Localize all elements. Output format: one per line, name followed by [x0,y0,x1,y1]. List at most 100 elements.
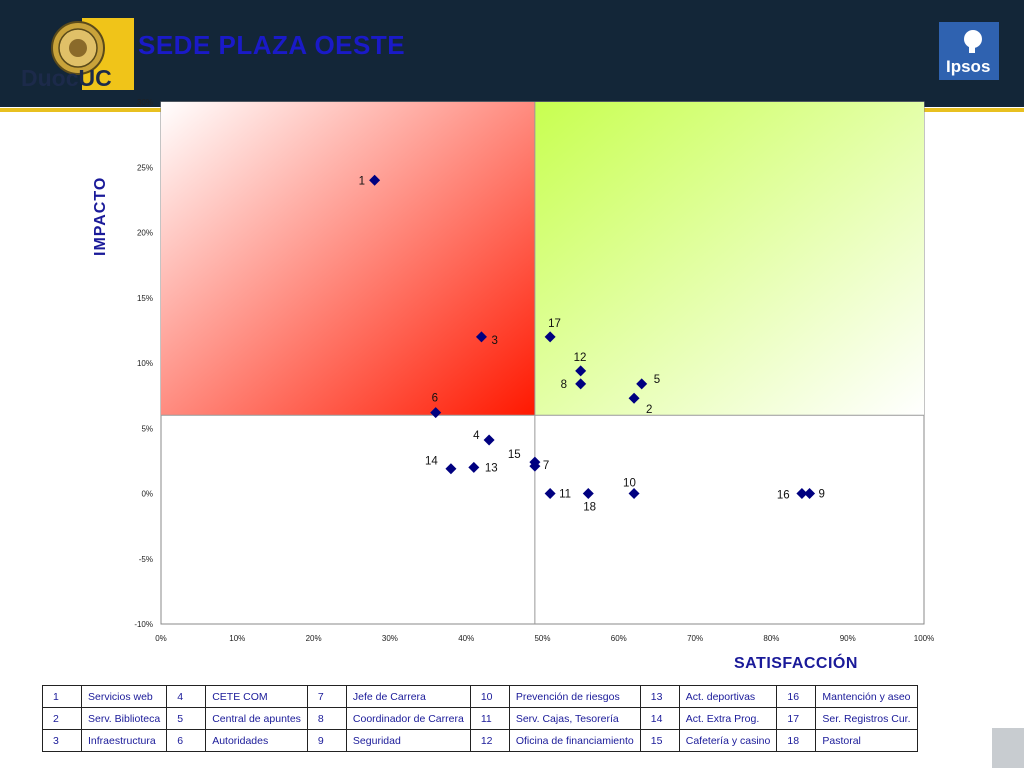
legend-item-name: Prevención de riesgos [508,685,641,708]
header-bar [0,0,1024,107]
point-label-7: 7 [543,460,549,472]
legend-table: 1 Servicios web 4 CETE COM 7 Jefe de Carrera 1… [42,685,918,752]
point-marker-16 [796,488,808,499]
legend-number: 7 [306,685,347,708]
legend-number: 15 [639,729,680,752]
x-tick-label: 20% [306,634,322,643]
legend-number: 4 [166,685,207,708]
point-label-13: 13 [485,462,498,474]
legend-number: 2 [42,707,82,730]
legend-item-name: CETE COM [205,685,308,708]
point-label-18: 18 [583,502,596,514]
point-label-10: 10 [623,478,636,490]
x-axis-label: SATISFACCIÓN [734,655,858,672]
point-marker-9 [804,488,816,499]
legend-item-name: Act. Extra Prog. [678,707,778,730]
legend-number: 16 [776,685,817,708]
legend-number: 10 [469,685,510,708]
point-marker-17 [544,331,556,343]
corner-decoration [992,728,1024,768]
legend-item-name: Ser. Registros Cur. [815,707,918,730]
point-label-15: 15 [508,449,521,461]
x-axis-ticks: 0% 10% 20% 30% 40% 50% 60% 70% 80% 90% 100% [155,634,934,643]
legend-item-name: Central de apuntes [205,707,308,730]
point-label-11: 11 [559,489,571,501]
point-marker-13 [468,461,480,473]
legend-row: 2 Serv. Biblioteca 5 Central de apuntes 8 Coo… [42,707,918,730]
duoc-logo-text: DuocUC [21,65,112,90]
y-tick-label: 15% [137,294,153,303]
point-label-12: 12 [574,352,587,364]
x-tick-label: 50% [534,634,550,643]
legend-number: 6 [166,729,207,752]
legend-item-name: Oficina de financiamiento [508,729,641,752]
legend-number: 3 [42,729,82,752]
point-label-9: 9 [819,489,825,501]
legend-item-name: Serv. Biblioteca [80,707,168,730]
page-title: SEDE PLAZA OESTE [138,30,406,60]
legend-row: 1 Servicios web 4 CETE COM 7 Jefe de Carrera 1… [42,685,918,708]
legend-item-name: Seguridad [345,729,471,752]
point-marker-11 [544,488,556,499]
point-marker-4 [483,434,495,446]
quadrant-low-satisfaction-high-impact [161,102,535,416]
x-tick-label: 0% [155,634,167,643]
x-tick-label: 80% [763,634,779,643]
legend-number: 14 [639,707,680,730]
y-tick-label: 5% [141,424,153,433]
legend-item-name: Coordinador de Carrera [345,707,471,730]
y-tick-label: 0% [141,490,153,499]
legend-item-name: Cafetería y casino [678,729,778,752]
legend-item-name: Mantención y aseo [815,685,918,708]
legend-number: 17 [776,707,817,730]
y-tick-label: 10% [137,359,153,368]
point-label-8: 8 [561,379,567,391]
point-label-6: 6 [432,393,438,405]
point-label-4: 4 [473,430,480,442]
y-axis-ticks: -10% -5% 0% 5% 10% 15% 20% 25% 30% [134,98,153,629]
point-label-17: 17 [548,318,561,330]
y-tick-label: 30% [137,98,153,107]
point-marker-1 [369,174,381,186]
legend-item-name: Infraestructura [80,729,168,752]
point-marker-2 [628,392,640,404]
x-tick-label: 30% [382,634,398,643]
quadrant-high-satisfaction-high-impact [534,102,924,416]
x-tick-label: 10% [229,634,245,643]
point-label-3: 3 [491,335,497,347]
ipsos-logo-text: Ipsos [946,57,990,76]
legend-item-name: Autoridades [205,729,308,752]
legend-number: 1 [42,685,82,708]
x-tick-label: 100% [914,634,934,643]
y-tick-label: 20% [137,229,153,238]
legend-item-name: Serv. Cajas, Tesorería [508,707,641,730]
point-label-2: 2 [646,404,652,416]
y-tick-label: -10% [134,620,153,629]
point-marker-6 [430,407,442,419]
point-label-16: 16 [777,490,790,502]
legend-item-name: Pastoral [815,729,918,752]
point-marker-14 [445,463,457,475]
point-marker-5 [636,378,648,390]
y-tick-label: 25% [137,163,153,172]
legend-number: 12 [469,729,510,752]
legend-number: 9 [306,729,347,752]
legend-item-name: Jefe de Carrera [345,685,471,708]
point-marker-8 [575,378,587,390]
y-tick-label: -5% [139,555,153,564]
y-axis-label: IMPACTO [92,176,109,256]
x-tick-label: 90% [840,634,856,643]
scatter-chart: -10% -5% 0% 5% 10% 15% 20% 25% 30% 0% 10% 20% 30% 4 0… [134,98,934,643]
legend-number: 13 [639,685,680,708]
legend-number: 8 [306,707,347,730]
ipsos-logo: Ipsos [939,22,999,80]
x-tick-label: 60% [611,634,627,643]
x-tick-label: 70% [687,634,703,643]
point-marker-12 [575,365,587,377]
point-label-5: 5 [654,374,660,386]
legend-row: 3 Infraestructura 6 Autoridades 9 Seguridad 12… [42,729,918,752]
point-label-14: 14 [425,456,438,468]
point-label-1: 1 [359,175,365,187]
point-marker-18 [582,488,594,499]
